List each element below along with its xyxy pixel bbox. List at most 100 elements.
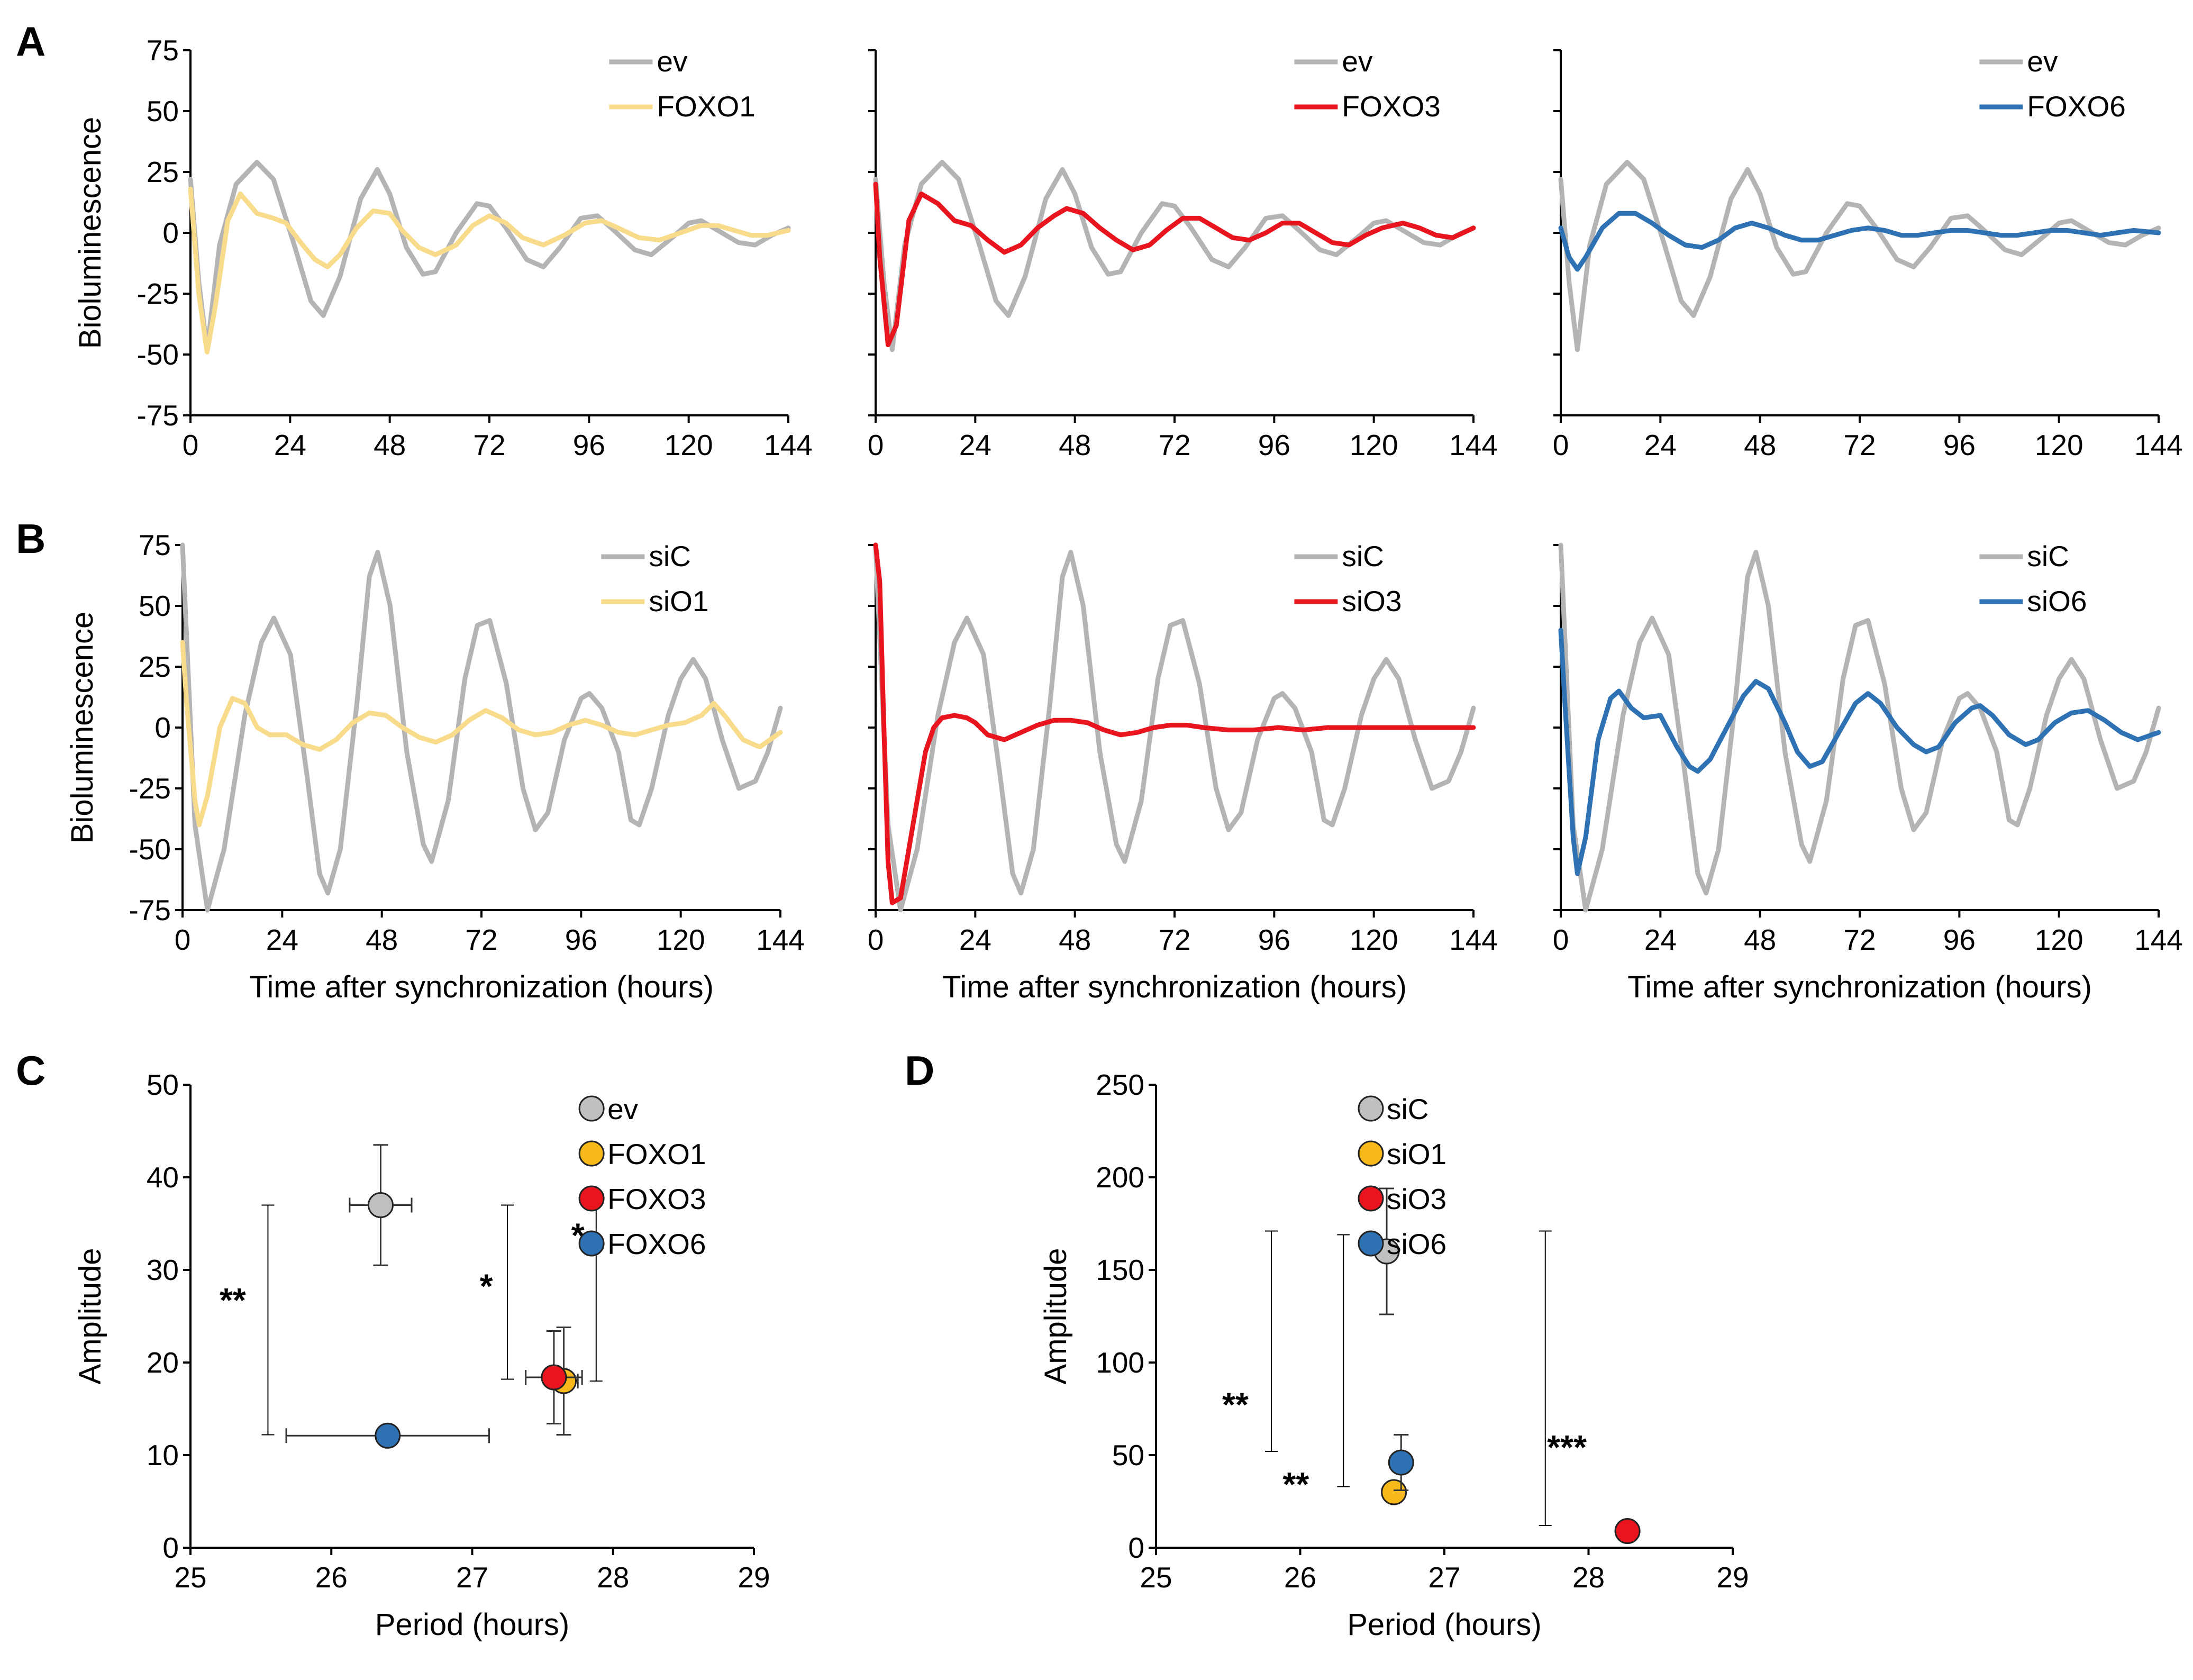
y-tick-label: 75 <box>147 34 179 67</box>
x-tick-label: 144 <box>1449 429 1498 461</box>
series-line-ev <box>1558 160 2161 352</box>
legend-label-sic: siC <box>649 540 690 573</box>
y-tick-label: 20 <box>147 1346 179 1379</box>
significance-label: ** <box>220 1281 246 1319</box>
y-tick-label: 150 <box>1096 1254 1144 1286</box>
x-tick-label: 28 <box>1572 1561 1605 1594</box>
y-tick-label: -75 <box>129 894 171 927</box>
x-tick-label: 144 <box>2134 429 2183 461</box>
legend-label-foxo3: FOXO3 <box>607 1183 706 1215</box>
x-tick-label: 144 <box>2134 923 2183 956</box>
legend-label-sio6: siO6 <box>2027 585 2087 617</box>
series-line-foxo1 <box>188 186 791 355</box>
y-tick-label: -25 <box>137 277 179 310</box>
x-tick-label: 48 <box>1059 429 1091 461</box>
legend-label-foxo1: FOXO1 <box>607 1138 706 1170</box>
data-point-foxo6 <box>375 1422 401 1449</box>
legend-marker-foxo3 <box>578 1185 605 1212</box>
chart-a-2: 0 24 48 72 96 120 144 ev FOXO3 <box>868 45 1498 461</box>
x-tick-label: 48 <box>1059 923 1091 956</box>
x-tick-label: 0 <box>1553 429 1569 461</box>
x-tick-label: 96 <box>1258 429 1290 461</box>
y-tick-label: 25 <box>147 156 179 188</box>
legend-label-sio3: siO3 <box>1342 585 1402 617</box>
data-point-sio3 <box>1614 1518 1641 1544</box>
x-tick-label: 25 <box>1140 1561 1172 1594</box>
legend-label-sic: siC <box>2027 540 2069 573</box>
legend-marker-foxo6 <box>578 1230 605 1257</box>
panel-label-c: C <box>16 1047 46 1094</box>
legend-label-sio3: siO3 <box>1387 1183 1446 1215</box>
significance-label: ** <box>1282 1465 1309 1503</box>
y-axis-label: Amplitude <box>73 1248 107 1385</box>
legend-label-foxo6: FOXO6 <box>2027 90 2125 123</box>
x-tick-label: 72 <box>465 923 497 956</box>
series-line-sic <box>873 542 1476 913</box>
legend-label-ev: ev <box>2027 45 2058 78</box>
x-tick-label: 24 <box>274 429 306 461</box>
legend-marker-sio3 <box>1358 1185 1384 1212</box>
panel-label-a: A <box>16 18 46 65</box>
legend-label-foxo1: FOXO1 <box>657 90 755 123</box>
x-tick-label: 48 <box>374 429 406 461</box>
legend-label-sio1: siO1 <box>649 585 708 617</box>
x-tick-label: 48 <box>366 923 398 956</box>
x-tick-label: 96 <box>565 923 597 956</box>
y-tick-label: 0 <box>154 711 171 744</box>
x-axis-label: Period (hours) <box>375 1608 569 1642</box>
x-tick-label: 96 <box>1943 923 1976 956</box>
y-tick-label: 75 <box>139 529 171 561</box>
x-tick-label: 120 <box>657 923 705 956</box>
x-tick-label: 120 <box>665 429 713 461</box>
x-tick-label: 0 <box>868 923 884 956</box>
data-point-sio6 <box>1388 1449 1414 1476</box>
y-tick-label: -50 <box>137 338 179 371</box>
x-tick-label: 96 <box>1943 429 1976 461</box>
series-line-sic <box>180 542 783 913</box>
y-tick-label: 0 <box>1128 1531 1144 1564</box>
x-tick-label: 26 <box>315 1561 348 1594</box>
x-tick-label: 27 <box>456 1561 488 1594</box>
significance-label: *** <box>1547 1428 1587 1466</box>
panel-label-b: B <box>16 515 46 562</box>
x-tick-label: 27 <box>1428 1561 1460 1594</box>
x-tick-label: 72 <box>1843 923 1876 956</box>
x-axis-label: Time after synchronization (hours) <box>942 970 1407 1004</box>
x-tick-label: 0 <box>1553 923 1569 956</box>
series-line-ev <box>188 160 791 352</box>
series-line-sio3 <box>873 542 1476 905</box>
x-tick-label: 25 <box>174 1561 206 1594</box>
y-tick-label: 30 <box>147 1254 179 1286</box>
x-tick-label: 28 <box>597 1561 629 1594</box>
y-tick-label: 50 <box>1112 1439 1144 1472</box>
chart-a-3: 0 24 48 72 96 120 144 ev FOXO6 <box>1553 45 2183 461</box>
y-tick-label: -75 <box>137 399 179 432</box>
x-tick-label: 26 <box>1284 1561 1316 1594</box>
x-tick-label: 0 <box>868 429 884 461</box>
x-axis-label: Time after synchronization (hours) <box>249 970 714 1004</box>
x-tick-label: 72 <box>473 429 505 461</box>
significance-label: ** <box>1222 1386 1249 1424</box>
x-tick-label: 29 <box>738 1561 770 1594</box>
y-tick-label: 50 <box>147 95 179 128</box>
x-tick-label: 24 <box>1644 429 1677 461</box>
x-tick-label: 120 <box>1350 923 1398 956</box>
legend-label-sic: siC <box>1387 1093 1428 1125</box>
series-line-foxo3 <box>873 181 1476 348</box>
series-line-ev <box>873 160 1476 352</box>
x-tick-label: 0 <box>183 429 199 461</box>
y-tick-label: -25 <box>129 772 171 805</box>
series-line-foxo6 <box>1558 211 2161 272</box>
legend-marker-sic <box>1358 1095 1384 1122</box>
y-tick-label: -50 <box>129 833 171 866</box>
y-tick-label: 250 <box>1096 1068 1144 1101</box>
x-tick-label: 24 <box>959 923 991 956</box>
legend-label-foxo6: FOXO6 <box>607 1228 706 1260</box>
y-axis-label: Bioluminescence <box>65 612 99 843</box>
legend-label-ev: ev <box>607 1093 639 1125</box>
y-tick-label: 100 <box>1096 1346 1144 1379</box>
legend-label-sio6: siO6 <box>1387 1228 1446 1260</box>
x-tick-label: 48 <box>1744 429 1776 461</box>
